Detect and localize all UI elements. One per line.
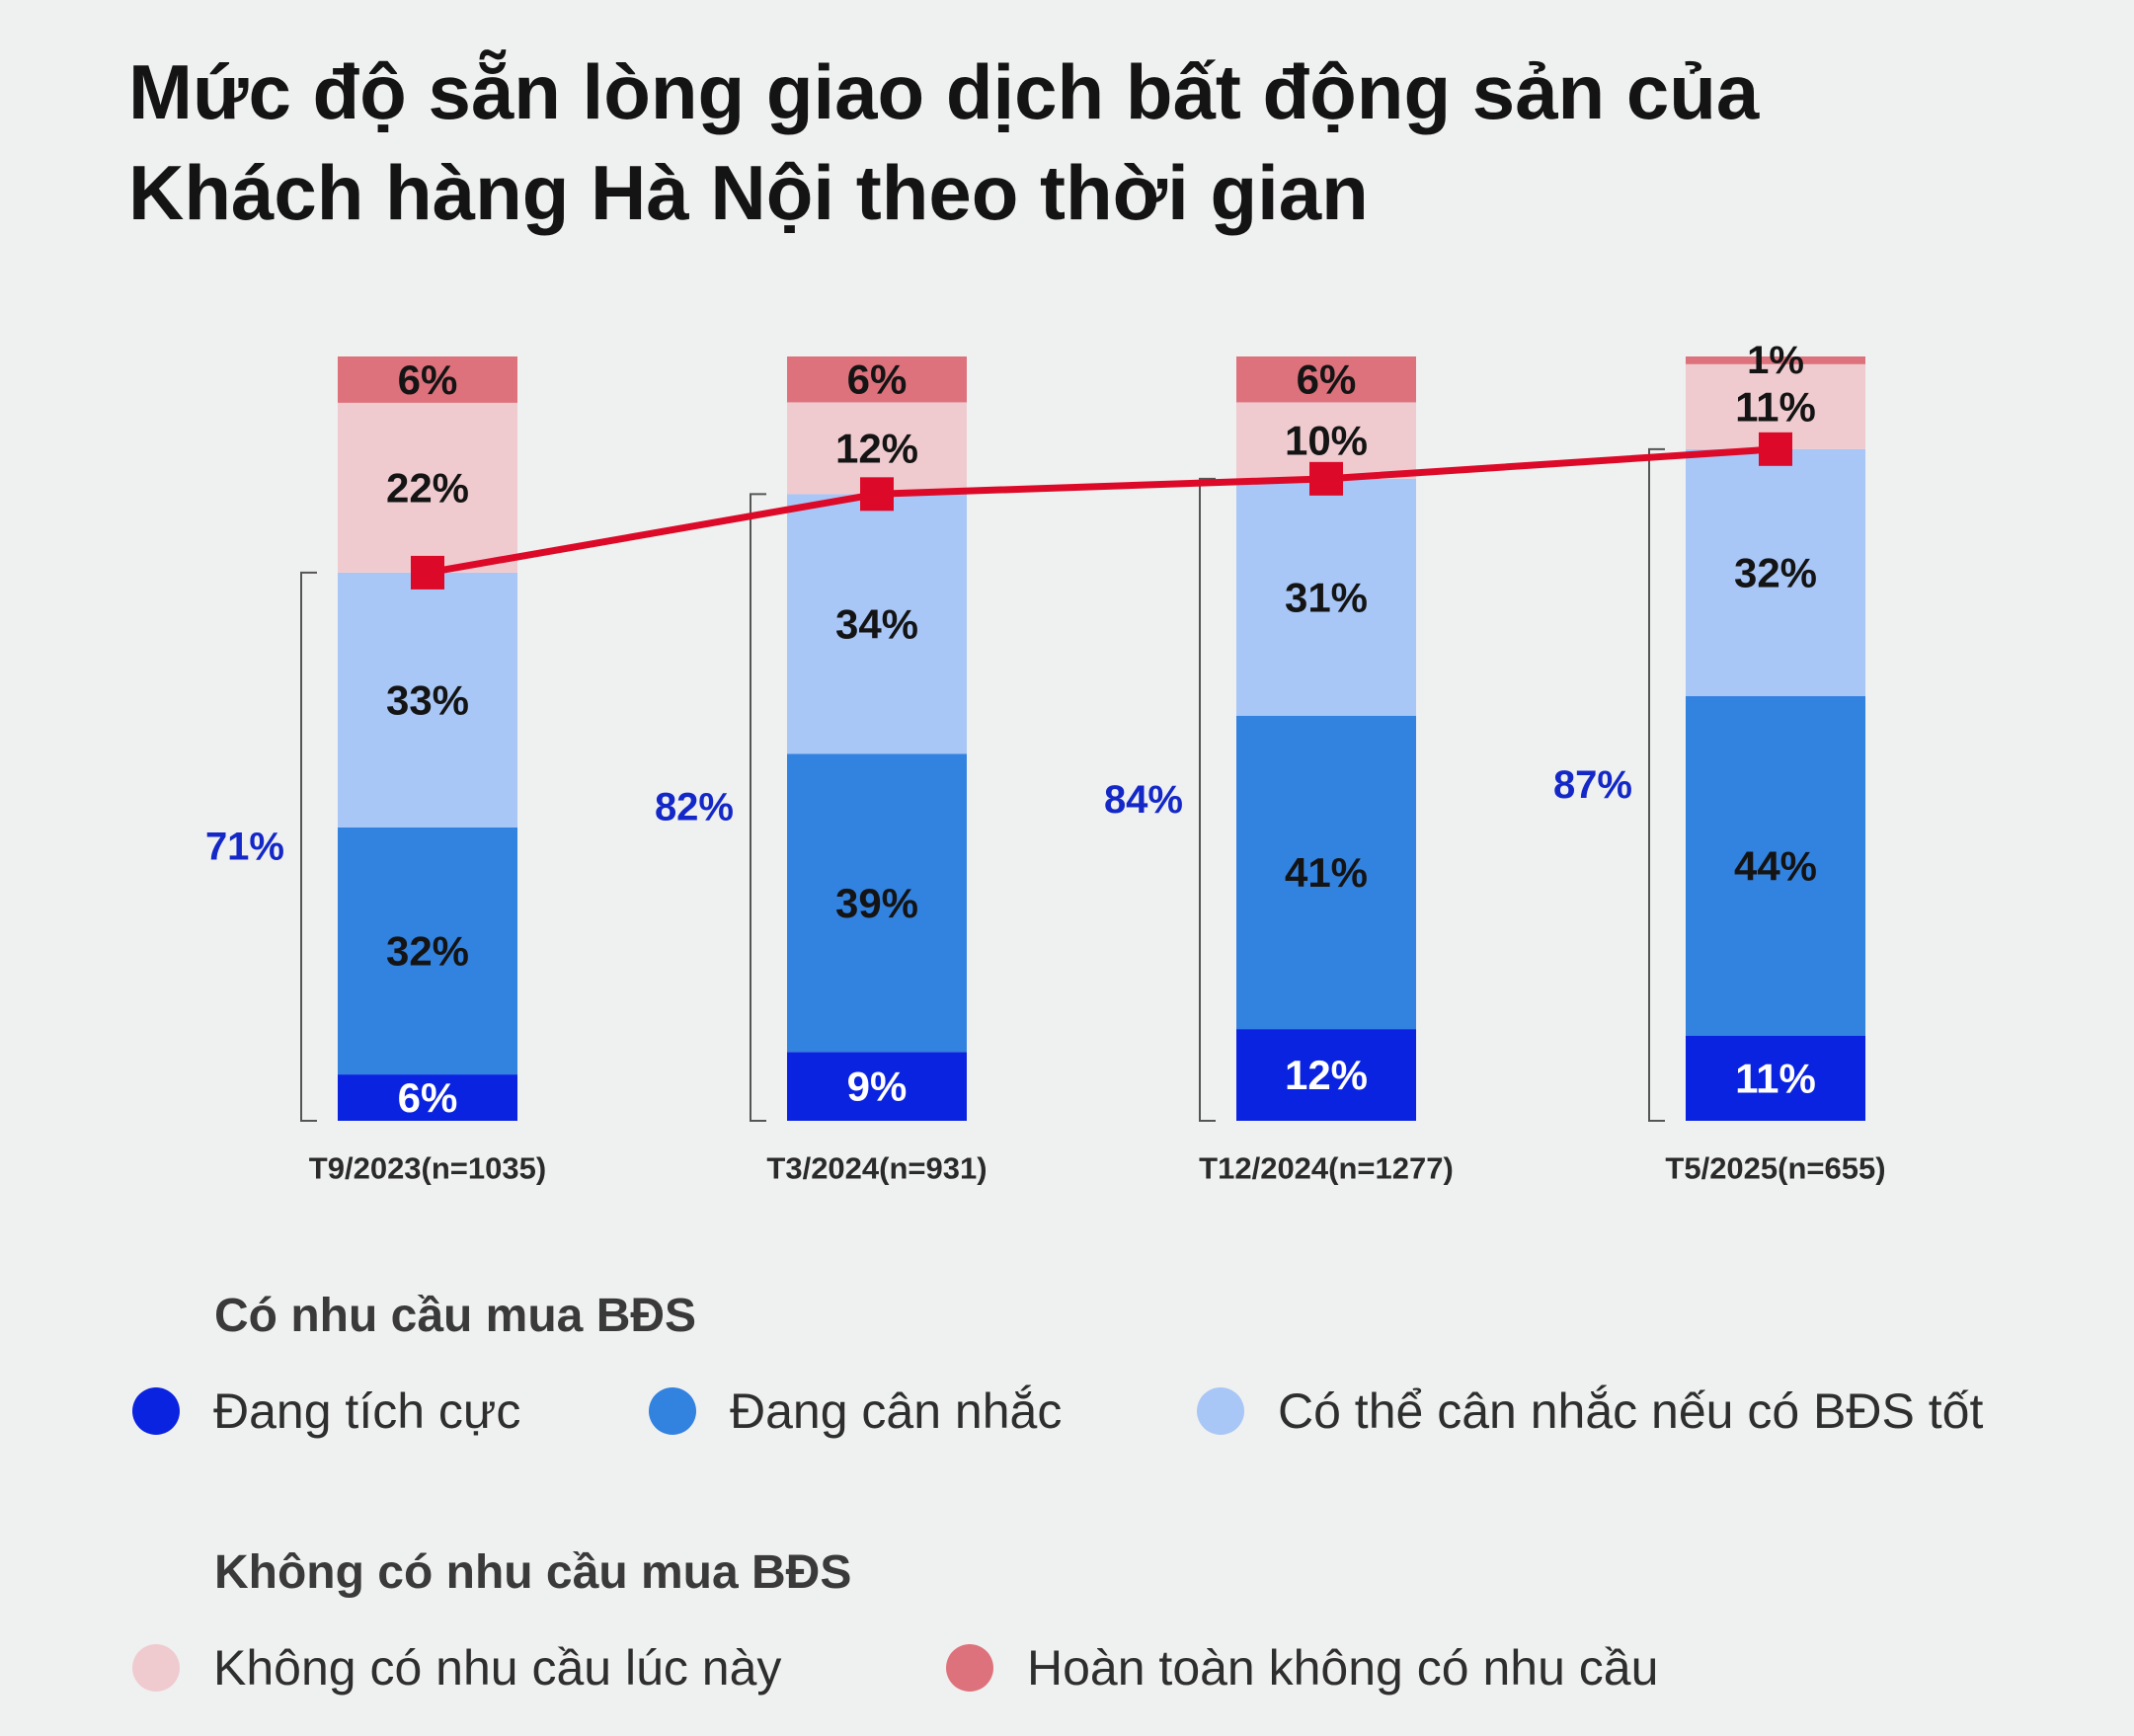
bar-segment-dang-can-nhac-3 (1236, 715, 1416, 1030)
bar-segment-hoan-toan-khong-co-nhu-cau-4 (1686, 356, 1865, 364)
legend-item-dang-tich-cuc: Đang tích cực (132, 1382, 520, 1440)
x-tick-label-3: T12/2024(n=1277) (1199, 1151, 1454, 1186)
legend-dot-dang-tich-cuc (132, 1387, 180, 1435)
legend-dot-khong-co-luc-nay (132, 1644, 180, 1692)
legend-group-demand-title: Có nhu cầu mua BĐS (214, 1290, 697, 1342)
bar-segment-co-the-can-nhac-neu-co-bds-tot-2 (787, 494, 967, 754)
demand-bracket-4 (1648, 447, 1665, 1122)
bar-segment-dang-can-nhac-2 (787, 753, 967, 1053)
data-label-dang-tich-cuc-4: 11% (1735, 1056, 1816, 1102)
data-label-dang-tich-cuc-2: 9% (847, 1064, 908, 1110)
demand-total-label-2: 82% (655, 786, 734, 829)
x-tick-label-4: T5/2025(n=655) (1665, 1151, 1885, 1186)
data-label-dang-tich-cuc-1: 6% (398, 1074, 458, 1121)
legend-label-dang-can-nhac: Đang cân nhắc (730, 1383, 1063, 1439)
legend-group-no-demand-title: Không có nhu cầu mua BĐS (214, 1546, 852, 1599)
bar-segment-hoan-toan-khong-co-nhu-cau-1 (338, 356, 517, 403)
legend-item-dang-can-nhac: Đang cân nhắc (649, 1382, 1062, 1440)
bar-segment-co-the-can-nhac-neu-co-bds-tot-4 (1686, 448, 1865, 696)
data-label-dang-can-nhac-2: 39% (835, 880, 918, 926)
data-label-dang-tich-cuc-3: 12% (1285, 1052, 1368, 1098)
data-label-co-the-can-nhac-neu-co-bds-tot-1: 33% (386, 676, 469, 723)
legend-label-hoan-toan-khong: Hoàn toàn không có nhu cầu (1027, 1640, 1659, 1696)
bar-segment-hoan-toan-khong-co-nhu-cau-2 (787, 356, 967, 403)
data-label-hoan-toan-khong-co-nhu-cau-4: 1% (1747, 339, 1804, 382)
legend-item-hoan-toan-khong: Hoàn toàn không có nhu cầu (946, 1639, 1658, 1697)
data-label-dang-can-nhac-4: 44% (1734, 843, 1817, 890)
demand-bracket-1 (300, 571, 317, 1122)
legend-dot-hoan-toan-khong (946, 1644, 993, 1692)
legend-label-khong-co-luc-nay: Không có nhu cầu lúc này (213, 1640, 782, 1696)
data-label-khong-co-nhu-cau-luc-nay-4: 11% (1735, 383, 1816, 430)
bar-segment-dang-tich-cuc-1 (338, 1074, 517, 1121)
data-label-co-the-can-nhac-neu-co-bds-tot-2: 34% (835, 600, 918, 647)
data-label-hoan-toan-khong-co-nhu-cau-3: 6% (1297, 356, 1357, 403)
bar-segment-khong-co-nhu-cau-luc-nay-1 (338, 402, 517, 573)
bar-segment-co-the-can-nhac-neu-co-bds-tot-1 (338, 572, 517, 828)
demand-trend-marker-2 (860, 477, 894, 512)
data-label-khong-co-nhu-cau-luc-nay-3: 10% (1285, 418, 1368, 464)
legend-dot-co-the-can-nhac (1197, 1387, 1244, 1435)
data-label-co-the-can-nhac-neu-co-bds-tot-4: 32% (1734, 549, 1817, 595)
legend-item-co-the-can-nhac: Có thể cân nhắc nếu có BĐS tốt (1197, 1382, 1983, 1440)
demand-total-label-4: 87% (1553, 763, 1632, 807)
legend-dot-dang-can-nhac (649, 1387, 696, 1435)
legend-label-co-the-can-nhac: Có thể cân nhắc nếu có BĐS tốt (1278, 1383, 1984, 1439)
chart-title-line-1: Mức độ sẵn lòng giao dịch bất động sản c… (128, 48, 1760, 135)
x-tick-label-2: T3/2024(n=931) (766, 1151, 987, 1186)
bar-segment-co-the-can-nhac-neu-co-bds-tot-3 (1236, 478, 1416, 716)
bar-segment-dang-tich-cuc-3 (1236, 1029, 1416, 1121)
demand-bracket-3 (1199, 477, 1216, 1122)
demand-total-label-1: 71% (205, 825, 284, 868)
demand-trend-marker-4 (1759, 432, 1792, 466)
data-label-hoan-toan-khong-co-nhu-cau-2: 6% (847, 356, 908, 403)
bar-segment-dang-tich-cuc-4 (1686, 1036, 1865, 1121)
data-label-hoan-toan-khong-co-nhu-cau-1: 6% (398, 356, 458, 403)
bar-segment-dang-tich-cuc-2 (787, 1052, 967, 1121)
demand-trend-marker-1 (411, 555, 444, 590)
bar-segment-dang-can-nhac-1 (338, 827, 517, 1075)
demand-trend-line (427, 445, 1777, 577)
chart-title-line-2: Khách hàng Hà Nội theo thời gian (128, 149, 1369, 236)
legend-label-dang-tich-cuc: Đang tích cực (213, 1383, 521, 1439)
data-label-khong-co-nhu-cau-luc-nay-1: 22% (386, 464, 469, 511)
bar-segment-dang-can-nhac-4 (1686, 696, 1865, 1036)
legend-item-khong-co-luc-nay: Không có nhu cầu lúc này (132, 1639, 781, 1697)
data-label-dang-can-nhac-3: 41% (1285, 849, 1368, 896)
stacked-bar-chart: 6% 32% 33% 22% 6% 71% T9/2023(n=1035) 9% 39% 34% 1… (205, 339, 1886, 1186)
data-label-co-the-can-nhac-neu-co-bds-tot-3: 31% (1285, 574, 1368, 620)
bar-segment-hoan-toan-khong-co-nhu-cau-3 (1236, 356, 1416, 403)
demand-total-label-3: 84% (1104, 778, 1183, 822)
chart-title: Mức độ sẵn lòng giao dịch bất động sản c… (128, 41, 2005, 243)
data-label-dang-can-nhac-1: 32% (386, 928, 469, 975)
x-tick-label-1: T9/2023(n=1035) (309, 1151, 546, 1186)
demand-bracket-2 (750, 493, 766, 1122)
data-label-khong-co-nhu-cau-luc-nay-2: 12% (835, 425, 918, 471)
demand-trend-marker-3 (1309, 461, 1343, 496)
